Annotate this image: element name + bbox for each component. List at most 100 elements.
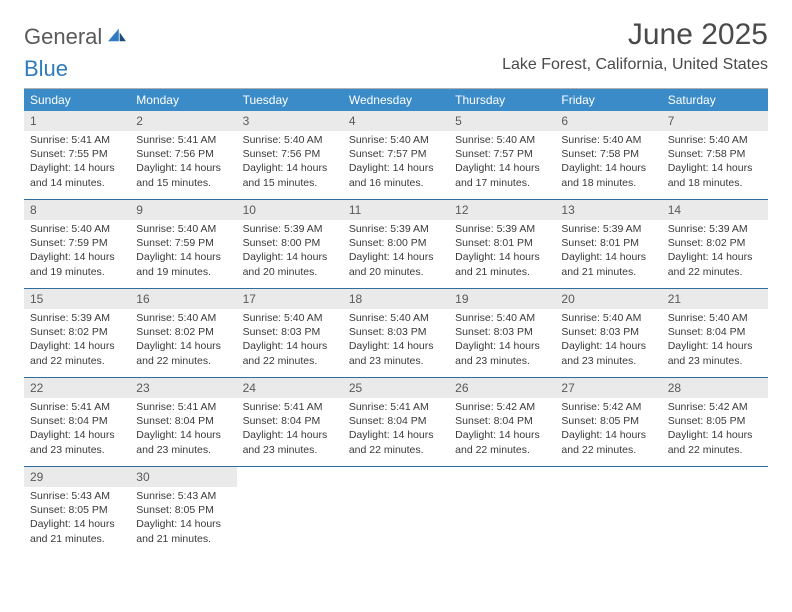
logo-text-1: General [24, 24, 102, 50]
day-details: Sunrise: 5:41 AMSunset: 8:04 PMDaylight:… [130, 398, 236, 463]
day-header: Wednesday [343, 89, 449, 111]
day-cell: 17Sunrise: 5:40 AMSunset: 8:03 PMDayligh… [237, 289, 343, 377]
day-number: 9 [130, 200, 236, 220]
day-details: Sunrise: 5:39 AMSunset: 8:00 PMDaylight:… [343, 220, 449, 285]
day-header: Friday [555, 89, 661, 111]
day-number: 23 [130, 378, 236, 398]
day-details: Sunrise: 5:39 AMSunset: 8:02 PMDaylight:… [24, 309, 130, 374]
day-number: 28 [662, 378, 768, 398]
day-number: 25 [343, 378, 449, 398]
day-number: 26 [449, 378, 555, 398]
day-cell: 30Sunrise: 5:43 AMSunset: 8:05 PMDayligh… [130, 467, 236, 555]
week-row: 22Sunrise: 5:41 AMSunset: 8:04 PMDayligh… [24, 378, 768, 467]
day-number: 4 [343, 111, 449, 131]
week-row: 29Sunrise: 5:43 AMSunset: 8:05 PMDayligh… [24, 467, 768, 555]
day-number: 8 [24, 200, 130, 220]
day-header: Monday [130, 89, 236, 111]
week-row: 15Sunrise: 5:39 AMSunset: 8:02 PMDayligh… [24, 289, 768, 378]
empty-cell [555, 467, 661, 555]
day-details: Sunrise: 5:40 AMSunset: 7:58 PMDaylight:… [555, 131, 661, 196]
day-details: Sunrise: 5:40 AMSunset: 7:59 PMDaylight:… [24, 220, 130, 285]
day-details: Sunrise: 5:40 AMSunset: 7:58 PMDaylight:… [662, 131, 768, 196]
day-details: Sunrise: 5:40 AMSunset: 8:03 PMDaylight:… [237, 309, 343, 374]
day-number: 15 [24, 289, 130, 309]
day-cell: 13Sunrise: 5:39 AMSunset: 8:01 PMDayligh… [555, 200, 661, 288]
day-cell: 14Sunrise: 5:39 AMSunset: 8:02 PMDayligh… [662, 200, 768, 288]
day-cell: 10Sunrise: 5:39 AMSunset: 8:00 PMDayligh… [237, 200, 343, 288]
day-cell: 2Sunrise: 5:41 AMSunset: 7:56 PMDaylight… [130, 111, 236, 199]
day-cell: 29Sunrise: 5:43 AMSunset: 8:05 PMDayligh… [24, 467, 130, 555]
day-number: 24 [237, 378, 343, 398]
month-title: June 2025 [502, 18, 768, 52]
day-cell: 15Sunrise: 5:39 AMSunset: 8:02 PMDayligh… [24, 289, 130, 377]
empty-cell [343, 467, 449, 555]
day-details: Sunrise: 5:41 AMSunset: 7:56 PMDaylight:… [130, 131, 236, 196]
logo: General [24, 24, 128, 50]
day-details: Sunrise: 5:39 AMSunset: 8:00 PMDaylight:… [237, 220, 343, 285]
logo-sail-icon [106, 27, 128, 43]
day-number: 10 [237, 200, 343, 220]
day-cell: 6Sunrise: 5:40 AMSunset: 7:58 PMDaylight… [555, 111, 661, 199]
day-cell: 7Sunrise: 5:40 AMSunset: 7:58 PMDaylight… [662, 111, 768, 199]
day-cell: 21Sunrise: 5:40 AMSunset: 8:04 PMDayligh… [662, 289, 768, 377]
week-row: 8Sunrise: 5:40 AMSunset: 7:59 PMDaylight… [24, 200, 768, 289]
day-details: Sunrise: 5:41 AMSunset: 8:04 PMDaylight:… [343, 398, 449, 463]
day-details: Sunrise: 5:39 AMSunset: 8:01 PMDaylight:… [555, 220, 661, 285]
day-number: 3 [237, 111, 343, 131]
day-cell: 8Sunrise: 5:40 AMSunset: 7:59 PMDaylight… [24, 200, 130, 288]
day-details: Sunrise: 5:42 AMSunset: 8:05 PMDaylight:… [555, 398, 661, 463]
day-number: 30 [130, 467, 236, 487]
day-details: Sunrise: 5:40 AMSunset: 8:03 PMDaylight:… [449, 309, 555, 374]
day-number: 12 [449, 200, 555, 220]
day-details: Sunrise: 5:40 AMSunset: 7:57 PMDaylight:… [343, 131, 449, 196]
day-details: Sunrise: 5:40 AMSunset: 7:56 PMDaylight:… [237, 131, 343, 196]
day-header: Thursday [449, 89, 555, 111]
day-details: Sunrise: 5:42 AMSunset: 8:04 PMDaylight:… [449, 398, 555, 463]
logo-text-2: Blue [24, 56, 768, 82]
day-details: Sunrise: 5:43 AMSunset: 8:05 PMDaylight:… [130, 487, 236, 552]
day-cell: 25Sunrise: 5:41 AMSunset: 8:04 PMDayligh… [343, 378, 449, 466]
day-cell: 22Sunrise: 5:41 AMSunset: 8:04 PMDayligh… [24, 378, 130, 466]
day-number: 11 [343, 200, 449, 220]
day-number: 18 [343, 289, 449, 309]
day-cell: 26Sunrise: 5:42 AMSunset: 8:04 PMDayligh… [449, 378, 555, 466]
day-number: 27 [555, 378, 661, 398]
day-details: Sunrise: 5:40 AMSunset: 8:04 PMDaylight:… [662, 309, 768, 374]
day-details: Sunrise: 5:40 AMSunset: 7:57 PMDaylight:… [449, 131, 555, 196]
day-number: 2 [130, 111, 236, 131]
day-details: Sunrise: 5:40 AMSunset: 8:03 PMDaylight:… [555, 309, 661, 374]
day-cell: 12Sunrise: 5:39 AMSunset: 8:01 PMDayligh… [449, 200, 555, 288]
day-number: 22 [24, 378, 130, 398]
day-cell: 20Sunrise: 5:40 AMSunset: 8:03 PMDayligh… [555, 289, 661, 377]
day-number: 14 [662, 200, 768, 220]
calendar-page: General June 2025 Lake Forest, Californi… [0, 0, 792, 573]
day-cell: 1Sunrise: 5:41 AMSunset: 7:55 PMDaylight… [24, 111, 130, 199]
day-cell: 18Sunrise: 5:40 AMSunset: 8:03 PMDayligh… [343, 289, 449, 377]
day-number: 29 [24, 467, 130, 487]
day-cell: 3Sunrise: 5:40 AMSunset: 7:56 PMDaylight… [237, 111, 343, 199]
empty-cell [237, 467, 343, 555]
day-details: Sunrise: 5:41 AMSunset: 7:55 PMDaylight:… [24, 131, 130, 196]
day-cell: 24Sunrise: 5:41 AMSunset: 8:04 PMDayligh… [237, 378, 343, 466]
day-details: Sunrise: 5:40 AMSunset: 7:59 PMDaylight:… [130, 220, 236, 285]
day-details: Sunrise: 5:40 AMSunset: 8:02 PMDaylight:… [130, 309, 236, 374]
day-header: Tuesday [237, 89, 343, 111]
day-cell: 19Sunrise: 5:40 AMSunset: 8:03 PMDayligh… [449, 289, 555, 377]
day-number: 1 [24, 111, 130, 131]
day-details: Sunrise: 5:41 AMSunset: 8:04 PMDaylight:… [237, 398, 343, 463]
day-number: 13 [555, 200, 661, 220]
day-header-row: SundayMondayTuesdayWednesdayThursdayFrid… [24, 89, 768, 111]
day-header: Sunday [24, 89, 130, 111]
day-number: 16 [130, 289, 236, 309]
empty-cell [449, 467, 555, 555]
day-details: Sunrise: 5:39 AMSunset: 8:01 PMDaylight:… [449, 220, 555, 285]
week-row: 1Sunrise: 5:41 AMSunset: 7:55 PMDaylight… [24, 111, 768, 200]
day-cell: 4Sunrise: 5:40 AMSunset: 7:57 PMDaylight… [343, 111, 449, 199]
day-cell: 9Sunrise: 5:40 AMSunset: 7:59 PMDaylight… [130, 200, 236, 288]
day-number: 17 [237, 289, 343, 309]
day-cell: 23Sunrise: 5:41 AMSunset: 8:04 PMDayligh… [130, 378, 236, 466]
day-details: Sunrise: 5:42 AMSunset: 8:05 PMDaylight:… [662, 398, 768, 463]
day-cell: 11Sunrise: 5:39 AMSunset: 8:00 PMDayligh… [343, 200, 449, 288]
day-header: Saturday [662, 89, 768, 111]
day-cell: 28Sunrise: 5:42 AMSunset: 8:05 PMDayligh… [662, 378, 768, 466]
